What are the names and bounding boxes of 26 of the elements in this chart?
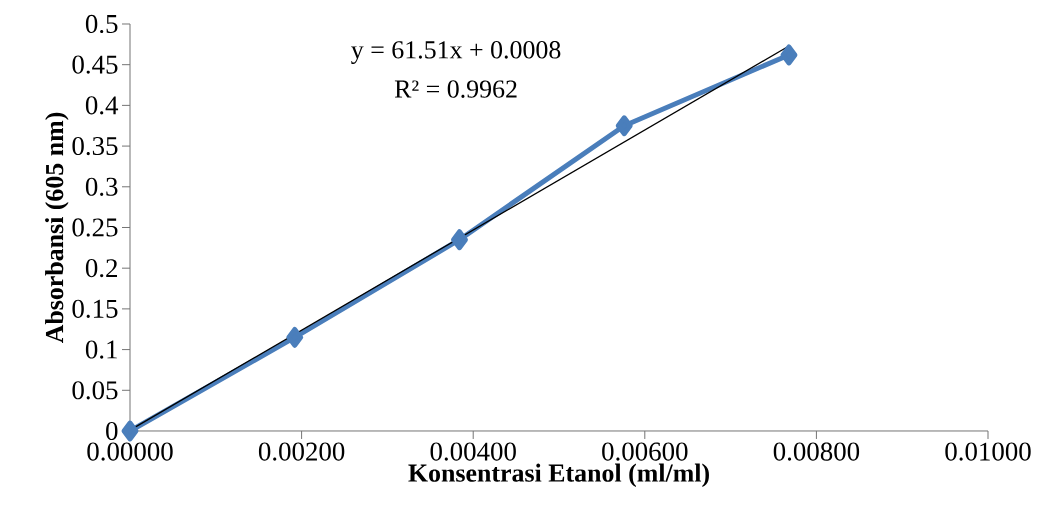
- annotation: y = 61.51x + 0.0008: [351, 41, 561, 64]
- y-tick-label: 0.2: [85, 259, 118, 278]
- point: [780, 44, 798, 66]
- y-tick-label: 0.1: [85, 340, 117, 359]
- y-tick-label: 0.35: [72, 136, 118, 156]
- point: [451, 229, 468, 251]
- x-tick-label: 0.00000: [87, 442, 173, 461]
- y-tick-label: 0.45: [72, 55, 118, 74]
- y-tick-label: 0.4: [85, 96, 119, 115]
- y-tick-label: 0.5: [85, 14, 118, 34]
- y-tick-label: 0.3: [85, 177, 118, 196]
- y-tick-label: 0: [106, 421, 118, 441]
- x-tick-label: 0.00400: [430, 442, 516, 461]
- y-axis-title: Absorbansi (605 nm): [45, 112, 69, 344]
- point: [286, 326, 304, 348]
- point: [121, 420, 139, 442]
- x-axis-title: Konsentrasi Etanol (ml/ml): [408, 463, 709, 488]
- y-tick-label: 0.15: [72, 299, 118, 319]
- x-tick-label: 0.01000: [945, 442, 1031, 461]
- annotation: R² = 0.9962: [394, 80, 517, 98]
- x-tick-label: 0.00200: [258, 442, 345, 461]
- y-tick-label: 0.25: [72, 218, 118, 237]
- point: [615, 115, 633, 137]
- y-tick-label: 0.05: [72, 381, 118, 400]
- x-tick-label: 0.00800: [773, 442, 860, 461]
- x-tick-label: 0.00600: [602, 442, 688, 461]
